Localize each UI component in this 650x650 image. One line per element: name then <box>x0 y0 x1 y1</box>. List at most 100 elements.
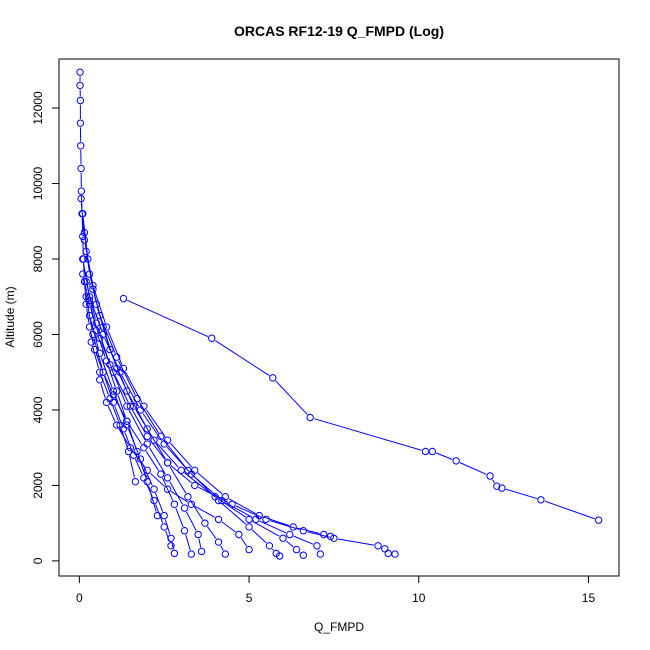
series-segment <box>505 488 538 500</box>
data-point <box>102 398 111 407</box>
series-segment <box>124 432 133 452</box>
series-segment <box>90 319 100 350</box>
series-segment <box>118 428 129 445</box>
y-tick-label: 10000 <box>31 167 45 201</box>
data-point <box>76 81 84 90</box>
series-segment <box>185 534 191 551</box>
series-segment <box>337 538 374 546</box>
series-segment <box>131 409 146 433</box>
data-point <box>374 542 382 550</box>
data-point <box>191 481 199 490</box>
data-point <box>77 194 85 203</box>
data-point <box>163 459 172 467</box>
series-segment <box>269 520 300 530</box>
series-segment <box>148 432 166 460</box>
y-tick-label: 4000 <box>31 396 45 423</box>
series-segment <box>148 447 166 475</box>
data-point <box>187 500 196 508</box>
series-segment <box>84 285 87 301</box>
series-segment <box>155 492 164 512</box>
series-segment <box>285 540 294 548</box>
series-segment <box>194 505 216 518</box>
series-segment <box>125 371 143 403</box>
series-segment <box>189 500 204 520</box>
series-segment <box>129 455 135 478</box>
data-point <box>76 96 85 105</box>
series-segment <box>170 465 192 484</box>
chart-title: ORCAS RF12-19 Q_FMPD (Log) <box>234 23 444 39</box>
data-point <box>537 496 545 504</box>
data-point <box>214 515 223 524</box>
series-segment <box>114 375 129 403</box>
data-point <box>191 466 199 475</box>
data-point <box>123 417 131 425</box>
series-segment <box>128 424 142 445</box>
series-segment <box>100 383 106 399</box>
data-point <box>112 387 121 395</box>
series-line <box>77 194 335 541</box>
data-point <box>208 334 216 342</box>
data-point <box>180 527 189 535</box>
data-point <box>163 485 172 493</box>
series-layer <box>76 68 603 560</box>
series-segment <box>90 278 100 312</box>
data-point <box>102 323 111 331</box>
data-point <box>286 530 294 539</box>
series-segment <box>221 502 247 525</box>
series-segment <box>145 481 153 497</box>
series-segment <box>121 375 139 407</box>
series-segment <box>117 394 127 418</box>
data-point <box>245 523 253 531</box>
data-point <box>150 485 158 493</box>
series-segment <box>459 462 487 475</box>
series-segment <box>162 477 174 501</box>
series-segment <box>259 520 287 534</box>
series-segment <box>104 338 119 369</box>
data-point <box>76 68 84 76</box>
y-tick-label: 8000 <box>31 245 45 272</box>
y-tick-label: 12000 <box>31 91 45 125</box>
data-point <box>124 447 133 456</box>
series-segment <box>155 504 164 524</box>
data-point <box>163 474 172 482</box>
data-point <box>85 270 94 278</box>
series-segment <box>206 526 217 539</box>
data-point <box>79 255 87 263</box>
data-point <box>87 338 95 346</box>
series-segment <box>214 340 270 377</box>
data-point <box>96 349 104 358</box>
data-point <box>85 293 94 301</box>
series-segment <box>156 442 179 468</box>
series-segment <box>240 537 248 547</box>
data-point <box>157 470 165 478</box>
series-segment <box>169 481 183 505</box>
data-point <box>160 523 168 531</box>
series-segment <box>198 538 202 548</box>
data-point <box>221 493 230 501</box>
series-segment <box>137 455 147 478</box>
data-point <box>153 511 162 520</box>
series-segment <box>220 545 224 551</box>
data-point <box>140 474 148 482</box>
x-axis-label: Q_FMPD <box>314 620 364 634</box>
data-point <box>143 425 151 433</box>
data-point <box>99 330 107 339</box>
y-axis: 0 2000 4000 6000 8000 10000 12000 <box>31 91 60 564</box>
series-segment <box>95 353 103 369</box>
data-point <box>77 164 85 173</box>
data-point <box>126 402 134 410</box>
data-point <box>76 119 85 127</box>
series-segment <box>197 472 223 495</box>
data-point <box>131 477 140 486</box>
series-segment <box>293 535 314 545</box>
data-point <box>119 294 128 303</box>
series-segment <box>107 364 116 388</box>
data-point <box>326 532 335 541</box>
series-segment <box>436 452 453 460</box>
data-point <box>486 472 494 480</box>
series-segment <box>235 505 263 519</box>
series-line <box>119 294 603 524</box>
data-point <box>255 511 263 520</box>
x-tick-label: 5 <box>246 591 253 605</box>
y-axis-label: Altitude (m) <box>3 286 17 347</box>
